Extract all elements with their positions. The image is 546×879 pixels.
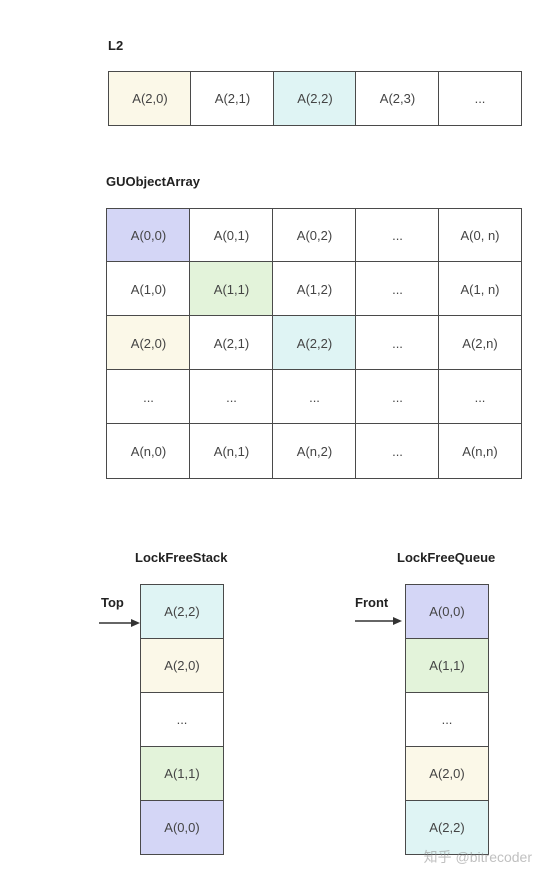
queue-cell: A(1,1): [405, 638, 489, 693]
guobjectarray-title: GUObjectArray: [106, 174, 200, 189]
grid-cell: ...: [438, 369, 522, 425]
stack-cell: A(1,1): [140, 746, 224, 801]
grid-cell: A(0,0): [106, 208, 191, 263]
queue-cell: A(2,0): [405, 746, 489, 801]
grid-cell: A(1,0): [106, 261, 191, 317]
grid-cell: A(0, n): [438, 208, 522, 263]
l2-cell: ...: [438, 71, 522, 126]
stack-cell: A(2,2): [140, 584, 224, 639]
grid-cell: ...: [355, 261, 440, 317]
l2-cell: A(2,0): [108, 71, 192, 126]
stack-title: LockFreeStack: [135, 550, 228, 565]
queue-front-arrow: [354, 614, 404, 628]
queue-cell: ...: [405, 692, 489, 747]
grid-cell: ...: [355, 315, 440, 371]
grid-cell: ...: [189, 369, 274, 425]
grid-cell: A(1, n): [438, 261, 522, 317]
grid-cell: ...: [355, 208, 440, 263]
grid-cell: A(n,2): [272, 423, 357, 479]
grid-cell: A(2,2): [272, 315, 357, 371]
grid-cell: A(2,n): [438, 315, 522, 371]
grid-cell: A(n,n): [438, 423, 522, 479]
stack-cell: A(0,0): [140, 800, 224, 855]
l2-cell: A(2,2): [273, 71, 357, 126]
stack-cell: A(2,0): [140, 638, 224, 693]
l2-cell: A(2,3): [355, 71, 440, 126]
queue-front-label: Front: [355, 595, 388, 610]
grid-cell: ...: [272, 369, 357, 425]
grid-cell: A(2,1): [189, 315, 274, 371]
l2-cell: A(2,1): [190, 71, 275, 126]
queue-cell: A(0,0): [405, 584, 489, 639]
grid-cell: A(n,0): [106, 423, 191, 479]
grid-cell: A(0,1): [189, 208, 274, 263]
grid-cell: ...: [106, 369, 191, 425]
grid-cell: ...: [355, 423, 440, 479]
watermark: 知乎 @bitrecoder: [424, 847, 532, 867]
stack-cell: ...: [140, 692, 224, 747]
grid-cell: ...: [355, 369, 440, 425]
grid-cell: A(n,1): [189, 423, 274, 479]
grid-cell: A(0,2): [272, 208, 357, 263]
grid-cell: A(1,1): [189, 261, 274, 317]
stack-top-label: Top: [101, 595, 124, 610]
grid-cell: A(2,0): [106, 315, 191, 371]
stack-top-arrow: [98, 616, 142, 630]
grid-cell: A(1,2): [272, 261, 357, 317]
queue-title: LockFreeQueue: [397, 550, 495, 565]
l2-title: L2: [108, 38, 123, 53]
